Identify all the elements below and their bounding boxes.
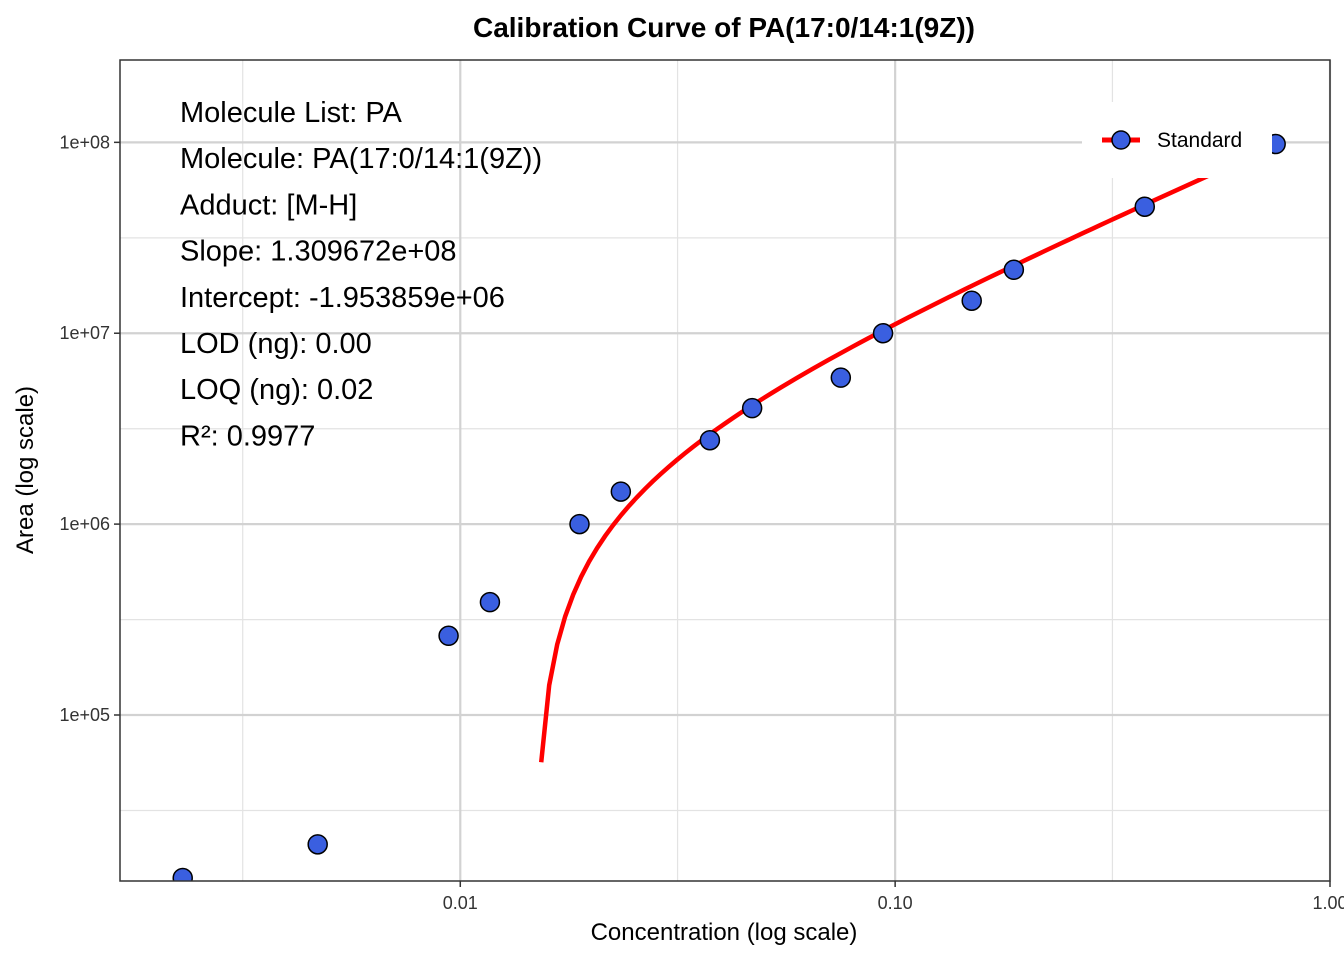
data-point bbox=[438, 625, 459, 647]
plot-border bbox=[119, 59, 1331, 882]
y-axis-title: Area (log scale) bbox=[12, 386, 39, 554]
x-tick-label: 0.01 bbox=[443, 893, 478, 913]
y-tick-label: 1e+08 bbox=[59, 132, 110, 152]
y-tick-label: 1e+06 bbox=[59, 514, 110, 534]
legend-point-swatch bbox=[1111, 130, 1131, 150]
fit-line-layer bbox=[538, 143, 1277, 763]
y-tick-label: 1e+07 bbox=[59, 323, 110, 343]
data-point bbox=[307, 834, 328, 855]
data-point bbox=[872, 322, 894, 344]
data-point bbox=[741, 397, 763, 419]
annotation-line: Intercept: -1.953859e+06 bbox=[180, 282, 505, 314]
annotation-line: Molecule List: PA bbox=[180, 97, 403, 129]
x-axis-title: Concentration (log scale) bbox=[591, 919, 858, 946]
minor-gridlines bbox=[120, 60, 1330, 881]
data-point bbox=[1003, 259, 1025, 281]
fit-line bbox=[538, 143, 1277, 763]
y-tick-label: 1e+05 bbox=[59, 705, 110, 725]
data-points-layer bbox=[172, 133, 1286, 881]
x-tick-label: 0.10 bbox=[878, 893, 913, 913]
data-point bbox=[172, 867, 193, 881]
annotation-line: R²: 0.9977 bbox=[180, 420, 315, 452]
annotation-block: Molecule List: PA Molecule: PA(17:0/14:1(… bbox=[180, 97, 542, 452]
legend: Standard bbox=[1082, 102, 1272, 178]
annotation-line: Adduct: [M-H] bbox=[180, 189, 357, 221]
data-point bbox=[961, 290, 982, 311]
legend-label-standard: Standard bbox=[1157, 129, 1242, 152]
annotation-line: LOD (ng): 0.00 bbox=[180, 328, 372, 360]
y-axis-ticks: 1e+05 1e+06 1e+07 1e+08 bbox=[59, 132, 120, 725]
x-axis-ticks: 0.01 0.10 1.00 bbox=[443, 881, 1344, 913]
data-point bbox=[610, 481, 632, 502]
chart-title: Calibration Curve of PA(17:0/14:1(9Z)) bbox=[473, 12, 975, 43]
data-point bbox=[830, 367, 852, 388]
annotation-line: Slope: 1.309672e+08 bbox=[180, 236, 457, 268]
data-point bbox=[699, 429, 721, 451]
annotation-line: LOQ (ng): 0.02 bbox=[180, 374, 373, 406]
data-point bbox=[569, 513, 590, 535]
x-tick-label: 1.00 bbox=[1312, 893, 1344, 913]
data-point bbox=[479, 591, 501, 613]
annotation-line: Molecule: PA(17:0/14:1(9Z)) bbox=[180, 143, 542, 175]
data-point bbox=[1134, 196, 1156, 217]
